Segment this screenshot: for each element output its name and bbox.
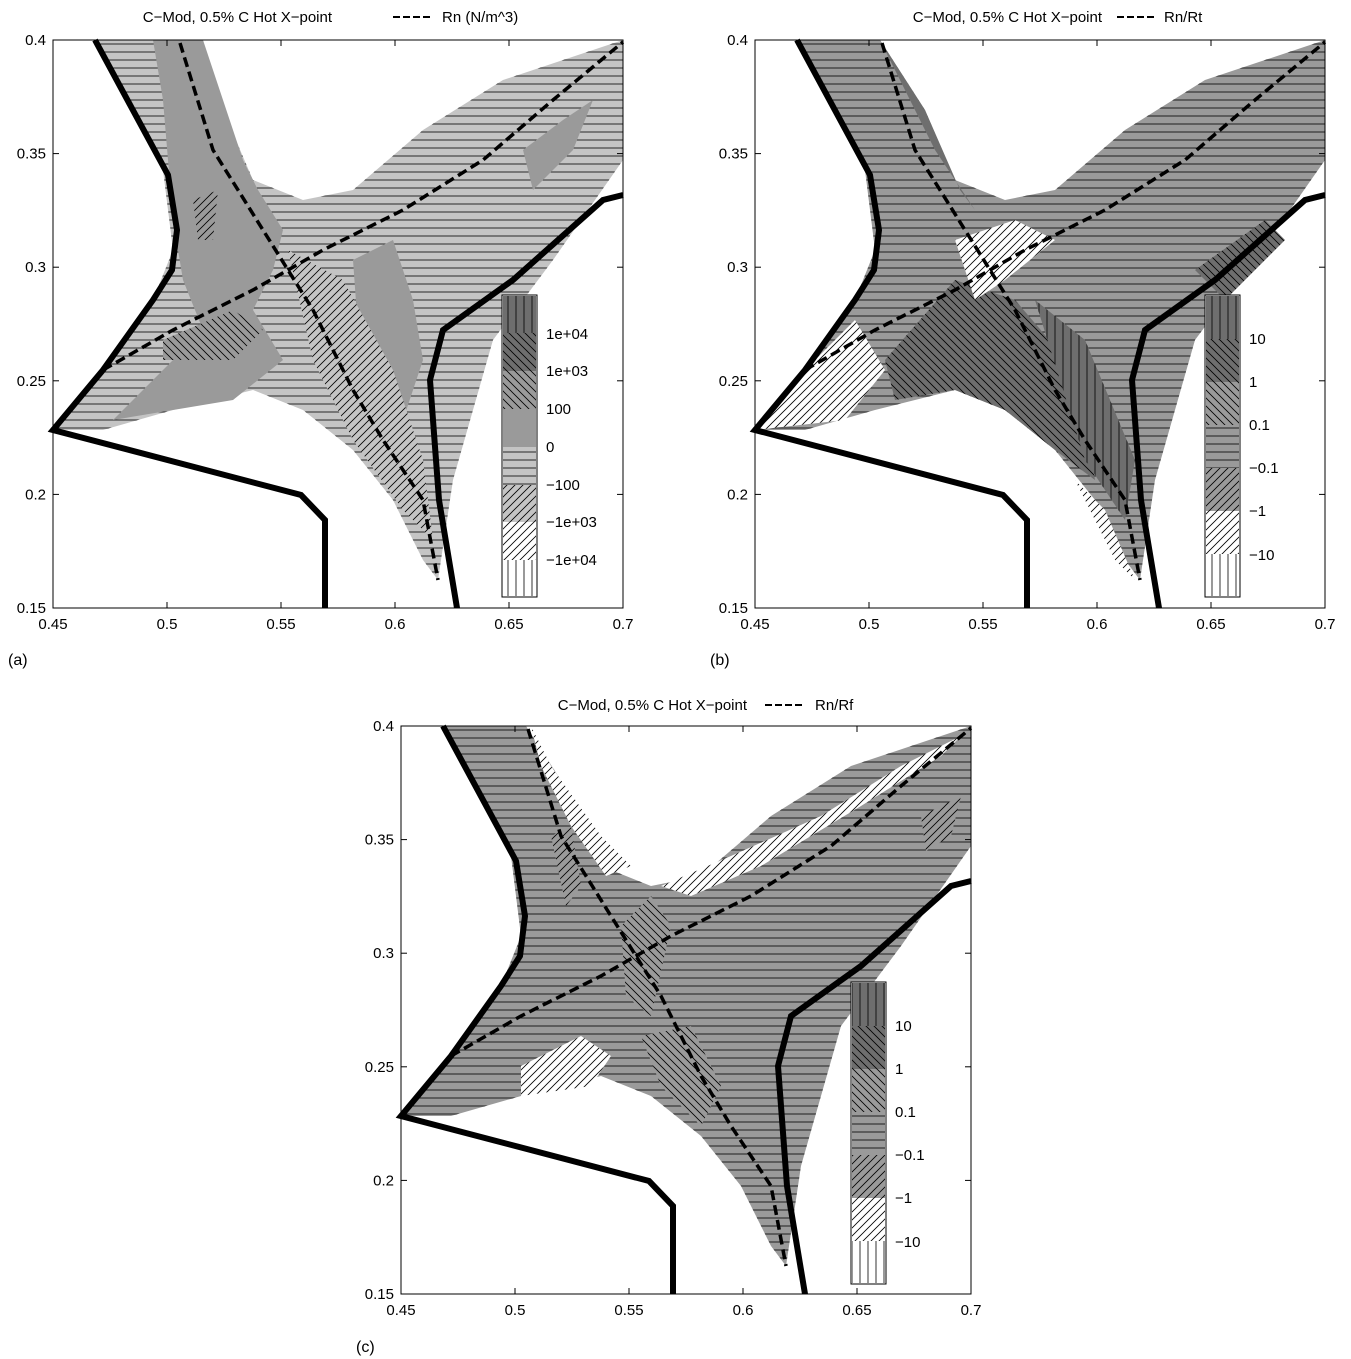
panel-a-cb-label-0: 1e+04 <box>546 326 588 343</box>
panel-a-y-tick-label: 0.15 <box>17 600 46 617</box>
panel-b-cb-label-5: −10 <box>1249 547 1274 564</box>
panel-c-contour-fill <box>401 726 971 1266</box>
panel-b-x-tick-label: 0.6 <box>1087 616 1108 633</box>
panel-a-cb-label-6: −1e+04 <box>546 552 597 569</box>
panel-a-x-tick-label: 0.5 <box>157 616 178 633</box>
panel-a-legend-label: Rn (N/m^3) <box>442 9 518 26</box>
panel-a-colorbar: 1e+04 1e+03 100 0 −100 −1e+03 −1e+04 <box>501 294 597 598</box>
panel-a-x-tick-label: 0.45 <box>38 616 67 633</box>
panel-c: C−Mod, 0.5% C Hot X−point Rn/Rf <box>356 697 981 1356</box>
panel-b-separatrix-1 <box>880 42 1142 581</box>
panel-c-y-tick-label: 0.25 <box>365 1059 394 1076</box>
panel-c-cb-label-1: 1 <box>895 1061 903 1078</box>
panel-b-cb-label-1: 1 <box>1249 374 1257 391</box>
panel-c-x-tick-label: 0.55 <box>614 1302 643 1319</box>
panel-b-x-tick-label: 0.7 <box>1315 616 1336 633</box>
panel-a-x-tick-label: 0.7 <box>613 616 634 633</box>
panel-a-plot-area <box>47 38 625 609</box>
panel-b-x-tick-label: 0.65 <box>1196 616 1225 633</box>
panel-b-legend-label: Rn/Rt <box>1164 9 1203 26</box>
panel-b-axes <box>754 39 1326 609</box>
panel-b-x-ticks: 0.45 0.5 0.55 0.6 0.65 0.7 <box>740 40 1335 633</box>
panel-c-y-tick-label: 0.3 <box>373 945 394 962</box>
panel-a-separatrix-2 <box>102 40 625 372</box>
panel-c-x-tick-label: 0.6 <box>733 1302 754 1319</box>
panel-c-x-ticks: 0.45 0.5 0.55 0.6 0.65 0.7 <box>386 726 981 1319</box>
panel-a-y-tick-label: 0.2 <box>25 486 46 503</box>
panel-b-cb-label-4: −1 <box>1249 503 1266 520</box>
panel-a-x-tick-label: 0.65 <box>494 616 523 633</box>
panel-a-contour-fill <box>53 40 623 580</box>
panel-c-y-tick-label: 0.15 <box>365 1286 394 1303</box>
panel-c-cb-label-5: −10 <box>895 1234 920 1251</box>
panel-b-y-ticks: 0.15 0.2 0.25 0.3 0.35 0.4 <box>719 32 1325 617</box>
panel-b-colorbar: 10 1 0.1 −0.1 −1 −10 <box>1204 294 1279 598</box>
panel-b-cb-label-0: 10 <box>1249 331 1266 348</box>
panel-c-y-tick-label: 0.35 <box>365 832 394 849</box>
panel-a-cb-label-2: 100 <box>546 401 571 418</box>
panel-a-y-ticks: 0.15 0.2 0.25 0.3 0.35 0.4 <box>17 32 623 617</box>
panel-a-x-ticks: 0.45 0.5 0.55 0.6 0.65 0.7 <box>38 40 633 633</box>
panel-a-x-tick-label: 0.6 <box>385 616 406 633</box>
panel-c-cb-label-4: −1 <box>895 1190 912 1207</box>
panel-c-axes <box>400 725 972 1295</box>
panel-c-y-ticks: 0.15 0.2 0.25 0.3 0.35 0.4 <box>365 718 971 1303</box>
panel-c-separatrix-1 <box>526 728 788 1267</box>
panel-a-axes <box>52 39 624 609</box>
panel-a-separatrix-1 <box>178 42 440 581</box>
panel-c-legend-label: Rn/Rf <box>815 697 854 714</box>
panel-a-x-tick-label: 0.55 <box>266 616 295 633</box>
panel-b-cb-label-2: 0.1 <box>1249 417 1270 434</box>
panel-a-cb-label-5: −1e+03 <box>546 514 597 531</box>
panel-a-cb-label-3: 0 <box>546 439 554 456</box>
panel-a-label: (a) <box>8 652 28 669</box>
panel-c-cb-label-0: 10 <box>895 1018 912 1035</box>
panel-a-wall-outline <box>47 38 624 609</box>
panel-b-y-tick-label: 0.3 <box>727 259 748 276</box>
panel-b-plot-area <box>749 38 1327 609</box>
panel-b-y-tick-label: 0.4 <box>727 32 748 49</box>
panel-b: C−Mod, 0.5% C Hot X−point Rn/Rt <box>710 9 1335 669</box>
panel-c-label: (c) <box>356 1339 375 1356</box>
panel-b-label: (b) <box>710 652 730 669</box>
panel-a-title: C−Mod, 0.5% C Hot X−point <box>143 9 333 26</box>
panel-c-plot-area <box>395 724 973 1295</box>
panel-a: C−Mod, 0.5% C Hot X−point Rn (N/m^3) <box>8 9 633 669</box>
panel-c-x-tick-label: 0.7 <box>961 1302 982 1319</box>
panel-c-cb-label-2: 0.1 <box>895 1104 916 1121</box>
panel-a-y-tick-label: 0.4 <box>25 32 46 49</box>
panel-c-title: C−Mod, 0.5% C Hot X−point <box>558 697 748 714</box>
panel-c-y-tick-label: 0.4 <box>373 718 394 735</box>
panel-a-y-tick-label: 0.3 <box>25 259 46 276</box>
panel-c-x-tick-label: 0.5 <box>505 1302 526 1319</box>
panel-b-y-tick-label: 0.15 <box>719 600 748 617</box>
panel-a-cb-label-4: −100 <box>546 477 580 494</box>
panel-b-y-tick-label: 0.35 <box>719 146 748 163</box>
panel-c-cb-label-3: −0.1 <box>895 1147 925 1164</box>
panel-b-y-tick-label: 0.2 <box>727 486 748 503</box>
panel-a-y-tick-label: 0.25 <box>17 373 46 390</box>
panel-b-wall-outline <box>749 38 1326 609</box>
panel-c-x-tick-label: 0.65 <box>842 1302 871 1319</box>
panel-c-colorbar: 10 1 0.1 −0.1 −1 −10 <box>850 981 925 1285</box>
panel-b-title: C−Mod, 0.5% C Hot X−point <box>913 9 1103 26</box>
panel-a-y-tick-label: 0.35 <box>17 146 46 163</box>
panel-c-y-tick-label: 0.2 <box>373 1172 394 1189</box>
panel-b-separatrix-2 <box>804 40 1327 372</box>
panel-c-x-tick-label: 0.45 <box>386 1302 415 1319</box>
panel-b-cb-label-3: −0.1 <box>1249 460 1279 477</box>
panel-b-x-tick-label: 0.45 <box>740 616 769 633</box>
panel-c-separatrix-2 <box>450 726 973 1058</box>
panel-b-x-tick-label: 0.55 <box>968 616 997 633</box>
panel-b-x-tick-label: 0.5 <box>859 616 880 633</box>
panel-c-wall-outline <box>395 724 972 1295</box>
panel-b-y-tick-label: 0.25 <box>719 373 748 390</box>
panel-a-cb-label-1: 1e+03 <box>546 363 588 380</box>
